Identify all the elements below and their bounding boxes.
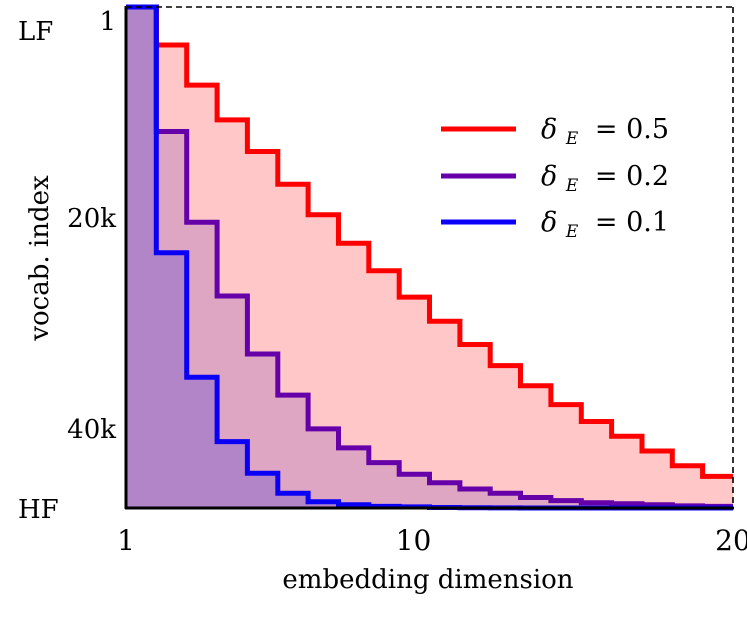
legend-subscript: E <box>565 129 579 149</box>
legend-symbol: δ <box>541 207 557 238</box>
legend: δ E = 0.5 δ E = 0.2 δ E = 0.1 <box>441 114 669 244</box>
legend-entry: δ E = 0.2 <box>441 161 669 198</box>
y-label-hf: HF <box>18 495 59 525</box>
series-line-1 <box>126 4 733 509</box>
x-tick-label: 1 <box>117 524 135 557</box>
legend-symbol: δ <box>541 114 557 145</box>
y-tick-label: 40k <box>67 415 116 445</box>
svg-text:δ E = 0.1: δ E = 0.1 <box>541 207 669 244</box>
legend-symbol: δ <box>541 161 557 192</box>
series-fill-2 <box>126 7 733 508</box>
legend-subscript: E <box>565 176 579 196</box>
legend-entry: δ E = 0.1 <box>441 207 669 244</box>
legend-value: = 0.5 <box>595 114 669 145</box>
legend-value: = 0.2 <box>595 161 669 192</box>
x-axis-title: embedding dimension <box>282 565 573 595</box>
y-tick-label: 20k <box>67 204 116 234</box>
y-tick-label: 1 <box>99 7 116 37</box>
y-label-lf: LF <box>18 17 53 47</box>
legend-subscript: E <box>565 222 579 242</box>
x-tick-label: 10 <box>396 524 432 557</box>
series-line-0 <box>126 4 733 479</box>
svg-text:δ E = 0.2: δ E = 0.2 <box>541 161 669 198</box>
x-tick-label: 20 <box>715 524 747 557</box>
y-axis-title: vocab. index <box>25 175 55 342</box>
svg-text:δ E = 0.5: δ E = 0.5 <box>541 114 669 151</box>
legend-value: = 0.1 <box>595 207 669 238</box>
legend-entry: δ E = 0.5 <box>441 114 669 151</box>
